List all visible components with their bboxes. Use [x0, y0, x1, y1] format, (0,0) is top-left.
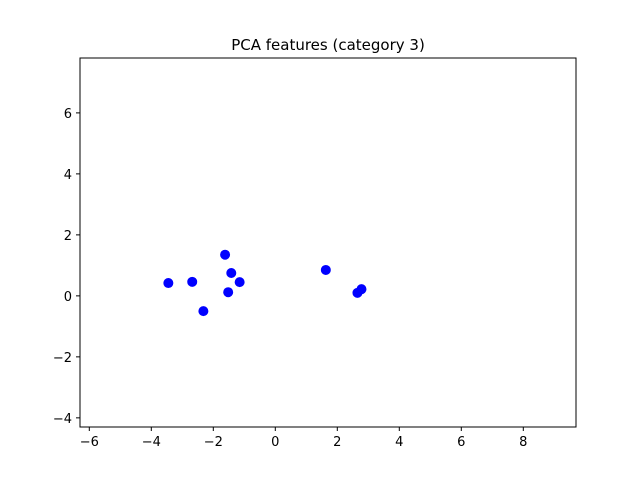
y-tick-label: −2: [53, 351, 72, 366]
x-tick-label: 2: [333, 435, 341, 450]
scatter-point: [223, 287, 234, 298]
axes-frame: [79, 57, 577, 428]
x-tick-label: 4: [395, 435, 403, 450]
scatter-point: [226, 267, 237, 278]
scatter-point: [163, 278, 174, 289]
x-tick-label: −6: [80, 435, 99, 450]
x-axis: −6 −4 −2 0 2 4 6 8: [80, 427, 527, 450]
scatter-point: [220, 249, 231, 260]
x-tick-label: 0: [271, 435, 279, 450]
scatter-point: [320, 264, 331, 275]
x-tick-label: −4: [142, 435, 161, 450]
x-tick-label: −2: [204, 435, 223, 450]
y-tick-label: −4: [53, 412, 72, 427]
scatter-point: [234, 277, 245, 288]
y-tick-label: 6: [64, 107, 72, 122]
data-points: [163, 249, 367, 317]
scatter-point: [187, 276, 198, 287]
plot-area: [79, 57, 577, 428]
y-tick-label: 0: [64, 290, 72, 305]
chart-title: PCA features (category 3): [231, 36, 425, 54]
y-axis: −4 −2 0 2 4 6: [53, 107, 80, 427]
x-tick-label: 8: [519, 435, 527, 450]
x-tick-label: 6: [457, 435, 465, 450]
scatter-point: [356, 284, 367, 295]
y-tick-label: 4: [64, 168, 72, 183]
y-tick-label: 2: [64, 229, 72, 244]
scatter-point: [198, 306, 209, 317]
